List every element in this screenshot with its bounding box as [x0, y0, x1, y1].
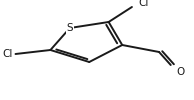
Text: Cl: Cl	[138, 0, 149, 8]
Text: O: O	[176, 67, 184, 77]
Text: S: S	[67, 23, 73, 33]
Text: Cl: Cl	[3, 49, 13, 59]
